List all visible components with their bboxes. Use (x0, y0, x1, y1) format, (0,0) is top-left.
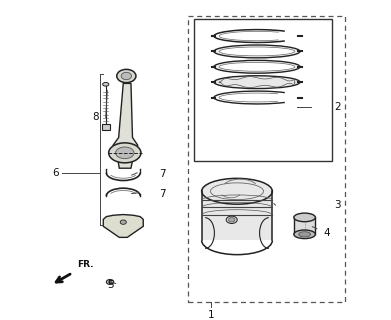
Text: 4: 4 (323, 228, 330, 238)
Bar (188, 16, 344, 302)
Text: 1: 1 (208, 310, 215, 320)
Ellipse shape (116, 147, 134, 159)
Ellipse shape (226, 216, 237, 223)
Ellipse shape (103, 83, 109, 86)
Text: 2: 2 (334, 102, 341, 112)
Polygon shape (113, 84, 138, 168)
Text: FR.: FR. (77, 260, 94, 269)
Bar (102, 124, 110, 130)
Text: 3: 3 (334, 200, 341, 210)
Ellipse shape (121, 72, 131, 80)
Text: 6: 6 (52, 168, 59, 178)
Ellipse shape (214, 45, 300, 58)
Ellipse shape (294, 230, 316, 239)
Text: 8: 8 (92, 113, 99, 123)
Text: 7: 7 (159, 169, 165, 180)
Ellipse shape (299, 232, 310, 237)
Ellipse shape (108, 281, 112, 283)
Ellipse shape (214, 76, 300, 89)
Ellipse shape (120, 220, 126, 224)
Ellipse shape (117, 69, 136, 83)
Bar (294, 217, 316, 234)
Ellipse shape (219, 62, 295, 71)
Bar (194, 19, 332, 161)
Ellipse shape (229, 218, 235, 222)
Text: 5: 5 (108, 280, 114, 290)
Bar (202, 191, 273, 240)
Ellipse shape (202, 178, 273, 204)
Text: 7: 7 (159, 189, 165, 199)
Ellipse shape (106, 279, 114, 284)
Ellipse shape (219, 47, 295, 56)
Polygon shape (103, 214, 143, 237)
Ellipse shape (294, 213, 316, 222)
Ellipse shape (214, 60, 300, 73)
Ellipse shape (109, 143, 141, 163)
